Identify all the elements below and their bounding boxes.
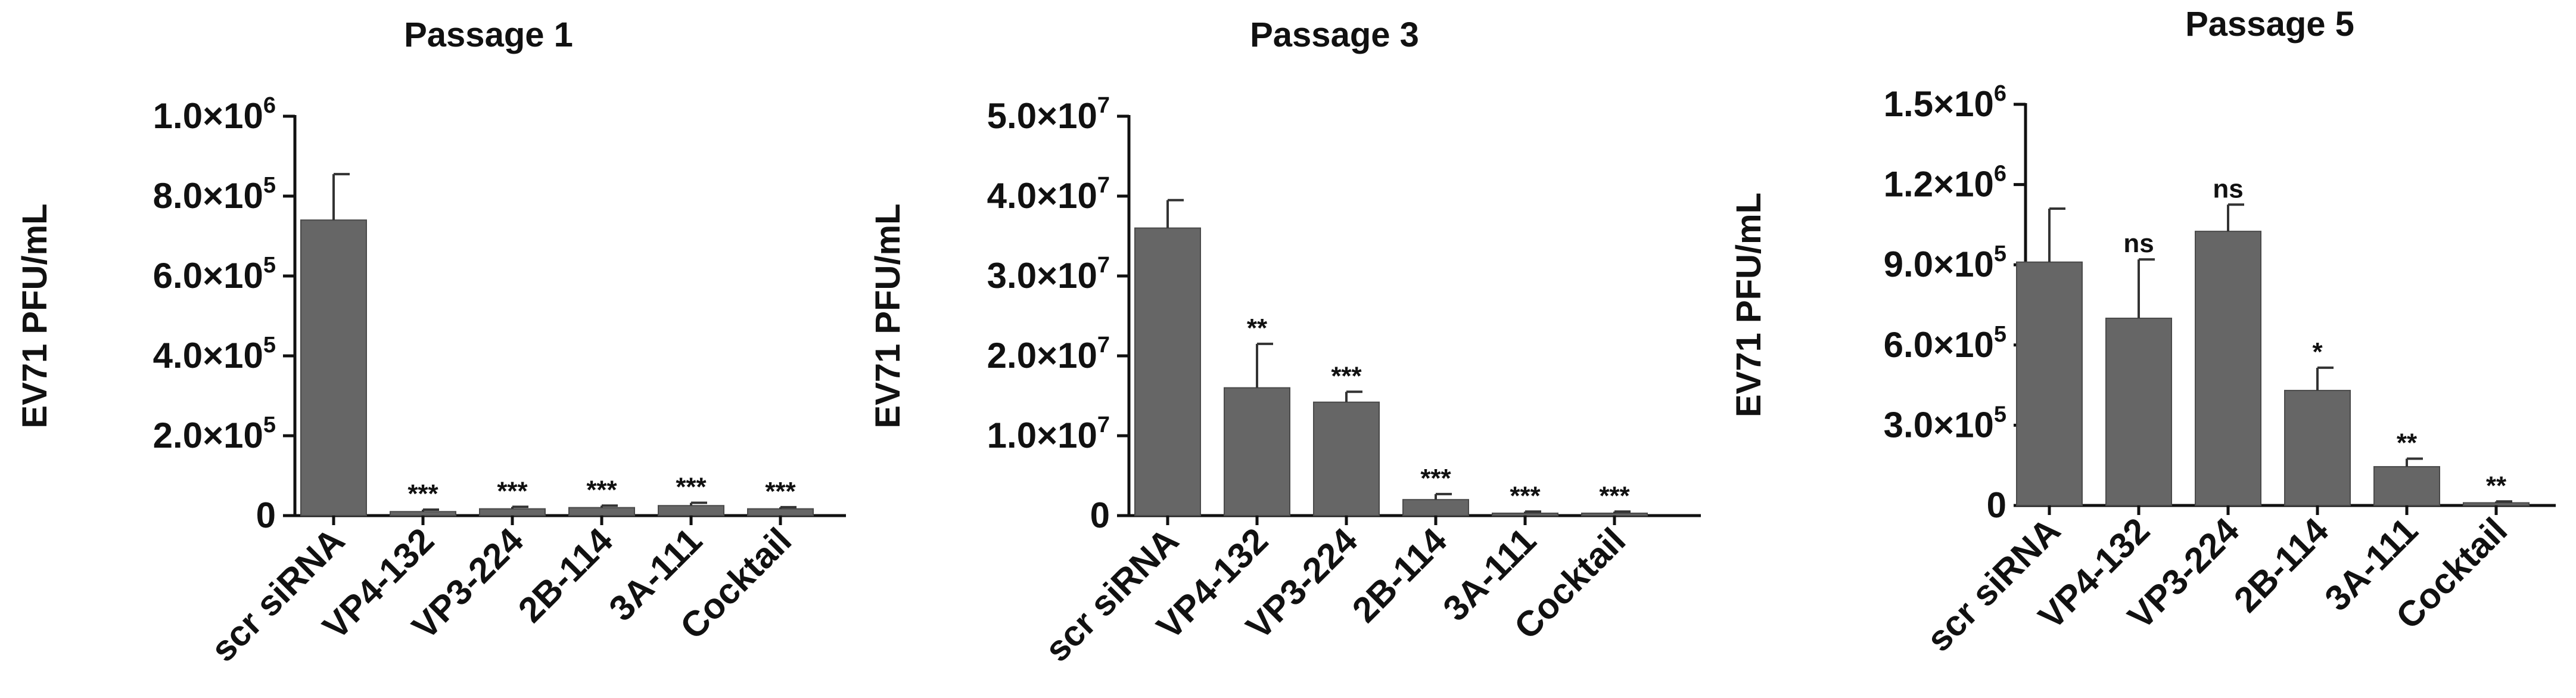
- significance-label: ***: [1510, 481, 1541, 510]
- y-tick-label: 3.0×105: [1884, 402, 2006, 445]
- x-tick-label: 2B-114: [511, 520, 621, 630]
- significance-label: ***: [497, 476, 528, 505]
- significance-label: ns: [2123, 229, 2154, 258]
- chart-title: Passage 1: [404, 15, 573, 54]
- y-tick-label: 1.0×107: [987, 412, 1110, 455]
- bar-2b-114: [2284, 390, 2351, 506]
- bar-vp4-132: [2105, 317, 2172, 507]
- y-tick-label: 5.0×107: [987, 93, 1110, 136]
- y-tick-label: 4.0×107: [987, 173, 1110, 216]
- bar-vp4-132: [1224, 387, 1290, 516]
- y-axis-label: EV71 PFU/mL: [869, 203, 907, 428]
- significance-label: ***: [676, 473, 707, 502]
- y-tick-label: 0: [1090, 495, 1110, 535]
- chart-panel-2: Passage 3 EV71 PFU/mL 0 1.0×107 2.0×107 3.0×1…: [869, 15, 1701, 669]
- x-tick-label: 2B-114: [2226, 510, 2337, 620]
- y-axis-label: EV71 PFU/mL: [1729, 193, 1768, 417]
- chart-panel-1: Passage 1 EV71 PFU/mL 0 2.0×105 4.0×105 6.0×1…: [15, 15, 846, 669]
- significance-label: *: [2312, 337, 2323, 367]
- bar-vp3-224: [2195, 231, 2261, 506]
- bar-vp3-224: [1313, 401, 1380, 516]
- significance-label: **: [2486, 471, 2507, 500]
- y-tick-label: 8.0×105: [153, 173, 276, 216]
- bar-3a-111: [2373, 466, 2440, 507]
- y-tick-label: 2.0×107: [987, 333, 1110, 376]
- y-tick-label: 0: [256, 495, 276, 535]
- y-tick-label: 3.0×107: [987, 253, 1110, 296]
- bar-cocktail: [747, 508, 814, 516]
- bar-3a-111: [658, 505, 724, 516]
- x-tick-label: scr siRNA: [1919, 510, 2068, 659]
- bar-2b-114: [1402, 499, 1469, 517]
- chart-title: Passage 3: [1250, 15, 1419, 54]
- bar-3a-111: [1492, 512, 1558, 516]
- significance-label: **: [2397, 428, 2418, 457]
- x-tick-label: scr siRNA: [1037, 520, 1186, 669]
- x-tick-label: 2B-114: [1345, 520, 1455, 630]
- y-tick-label: 6.0×105: [1884, 322, 2006, 365]
- significance-label: ***: [586, 475, 617, 504]
- significance-label: ***: [1331, 361, 1362, 390]
- significance-label: ***: [1599, 481, 1630, 510]
- significance-label: **: [1247, 314, 1268, 343]
- chart-panel-3: Passage 5 EV71 PFU/mL 0 3.0×105 6.0×105 9.0×1…: [1729, 5, 2556, 659]
- bar-vp4-132: [390, 511, 456, 516]
- y-tick-label: 2.0×105: [153, 412, 276, 455]
- bar-2b-114: [568, 507, 635, 516]
- y-tick-label: 1.0×106: [153, 93, 276, 136]
- bar-cocktail: [2463, 502, 2530, 506]
- y-tick-label: 4.0×105: [153, 333, 276, 376]
- y-axis-label: EV71 PFU/mL: [15, 203, 54, 428]
- y-tick-label: 1.5×106: [1884, 81, 2006, 124]
- chart-title: Passage 5: [2185, 5, 2354, 44]
- significance-label: ***: [765, 477, 796, 506]
- bar-vp3-224: [479, 508, 546, 516]
- bar-scr-sirna: [300, 219, 367, 516]
- significance-label: ***: [1420, 464, 1451, 493]
- significance-label: ns: [2213, 174, 2243, 203]
- bar-scr-sirna: [2016, 261, 2083, 506]
- y-tick-label: 0: [1987, 485, 2006, 525]
- y-tick-label: 6.0×105: [153, 253, 276, 296]
- bar-cocktail: [1581, 512, 1648, 516]
- significance-label: ***: [407, 479, 438, 508]
- y-tick-label: 1.2×106: [1884, 162, 2006, 204]
- bar-scr-sirna: [1134, 227, 1201, 516]
- y-tick-label: 9.0×105: [1884, 241, 2006, 284]
- x-tick-label: scr siRNA: [203, 520, 352, 669]
